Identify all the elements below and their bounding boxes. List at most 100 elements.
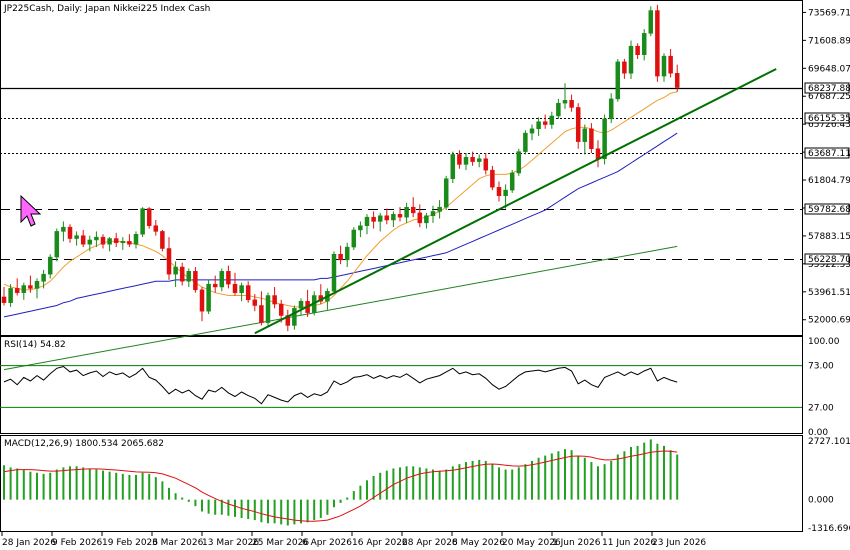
candle-body-58 xyxy=(384,215,390,221)
candle-body-29 xyxy=(193,271,198,291)
candle-body-41 xyxy=(272,295,277,305)
rsi-tick-label-1: 73.00 xyxy=(808,362,834,372)
candle-body-36 xyxy=(239,285,244,293)
candle-body-87 xyxy=(575,107,581,142)
rsi-panel-frame xyxy=(0,336,803,434)
candle-body-40 xyxy=(265,295,271,323)
candle-body-12 xyxy=(80,235,86,245)
candle-body-7 xyxy=(47,256,53,275)
candle-body-72 xyxy=(476,158,482,162)
macd-tick-label-2: -1316.696 xyxy=(808,524,850,534)
level-tag-label-2: 63687.11 xyxy=(808,149,850,159)
candle-body-65 xyxy=(430,211,436,216)
macd-tick-label-1: 0.000 xyxy=(808,496,834,506)
candle-body-51 xyxy=(338,253,343,261)
candle-body-25 xyxy=(166,248,172,275)
candle-body-13 xyxy=(87,239,93,245)
candle-body-81 xyxy=(536,121,541,130)
level-tag-label-4: 56228.70 xyxy=(808,255,850,265)
candle-body-23 xyxy=(153,225,159,232)
time-tick-label-2: 19 Feb 2026 xyxy=(102,538,158,548)
price-tick-label-4: 65726.43 xyxy=(808,120,850,130)
candle-body-11 xyxy=(74,235,79,239)
candle-body-27 xyxy=(179,266,185,282)
candle-body-42 xyxy=(278,303,284,316)
candle-body-89 xyxy=(589,128,594,150)
time-tick-label-6: 6 Apr 2026 xyxy=(302,538,352,548)
candle-body-22 xyxy=(146,208,152,226)
candle-body-24 xyxy=(160,231,165,249)
time-tick-label-1: 9 Feb 2026 xyxy=(52,538,103,548)
candle-body-100 xyxy=(661,55,667,77)
candle-body-19 xyxy=(127,241,132,245)
candle-body-75 xyxy=(496,186,502,197)
candle-body-69 xyxy=(457,154,462,165)
price-tick-label-6: 61804.79 xyxy=(808,176,850,186)
rsi-tick-label-3: 0.00 xyxy=(808,428,828,438)
candle-body-97 xyxy=(641,33,647,55)
candle-body-1 xyxy=(8,288,13,303)
rsi-label: RSI(14) 54.82 xyxy=(4,340,66,350)
level-tag-box-2 xyxy=(804,147,850,159)
time-tick-label-9: 8 May 2026 xyxy=(452,538,505,548)
chart-title: JP225Cash, Daily: Japan Nikkei225 Index … xyxy=(3,4,210,14)
candle-body-2 xyxy=(14,288,20,293)
candle-body-52 xyxy=(344,246,350,261)
trendlines xyxy=(254,68,777,335)
candle-body-45 xyxy=(298,300,304,309)
price-tick-label-8: 57883.15 xyxy=(808,232,850,242)
candle-body-32 xyxy=(212,283,218,288)
candle-body-70 xyxy=(463,157,469,165)
candle-body-85 xyxy=(562,100,568,104)
candle-body-98 xyxy=(648,10,654,34)
candle-body-57 xyxy=(377,215,383,222)
candle-body-37 xyxy=(245,285,251,301)
candle-body-6 xyxy=(41,273,46,282)
candle-body-90 xyxy=(595,148,601,159)
candle-body-56 xyxy=(371,216,376,222)
cursor-arrow-icon xyxy=(20,194,42,227)
level-tag-label-0: 68237.88 xyxy=(808,84,850,94)
candle-body-15 xyxy=(100,236,106,245)
candle-body-91 xyxy=(602,118,607,159)
candle-body-16 xyxy=(107,238,112,245)
candle-body-10 xyxy=(67,226,73,239)
time-tick-label-7: 16 Apr 2026 xyxy=(352,538,408,548)
rsi-panel: 100.00 73.00 27.00 0.00 xyxy=(0,337,840,438)
macd-panel: 2727.101 0.000 -1316.696 xyxy=(3,437,850,534)
candle-body-34 xyxy=(226,271,231,285)
candle-body-50 xyxy=(331,253,337,292)
candle-body-8 xyxy=(54,231,60,258)
price-axis: 73569.71 71608.89 69648.07 67687.25 65726.43… xyxy=(802,8,850,326)
candle-body-66 xyxy=(437,206,442,212)
candle-body-71 xyxy=(470,157,475,162)
price-panel-frame xyxy=(0,0,803,336)
macd-tick-label-0: 2727.101 xyxy=(808,437,850,447)
candle-body-55 xyxy=(364,216,370,226)
candle-body-44 xyxy=(292,308,297,326)
candle-body-95 xyxy=(628,45,634,74)
ma-slow-line xyxy=(3,245,678,371)
time-tick-label-13: 23 Jun 2026 xyxy=(652,538,706,548)
candle-body-61 xyxy=(404,206,409,218)
ma-mid-line xyxy=(3,132,678,318)
candle-body-9 xyxy=(61,226,66,232)
price-tick-label-0: 73569.71 xyxy=(808,8,850,18)
level-tag-box-1 xyxy=(804,112,850,124)
time-tick-label-12: 11 Jun 2026 xyxy=(602,538,656,548)
candle-body-38 xyxy=(252,299,258,306)
rsi-tick-label-0: 100.00 xyxy=(808,337,840,347)
candle-body-99 xyxy=(655,10,660,77)
candle-body-78 xyxy=(516,151,522,174)
candle-body-86 xyxy=(569,100,574,108)
price-tick-label-1: 71608.89 xyxy=(808,36,850,46)
price-tick-label-10: 53961.51 xyxy=(808,288,850,298)
candle-body-80 xyxy=(529,128,535,134)
level-tag-box-3 xyxy=(804,203,850,215)
time-tick-label-5: 25 Mar 2026 xyxy=(252,538,309,548)
horizontal-levels xyxy=(0,87,802,260)
candle-body-14 xyxy=(94,236,99,241)
candle-body-30 xyxy=(199,289,205,312)
